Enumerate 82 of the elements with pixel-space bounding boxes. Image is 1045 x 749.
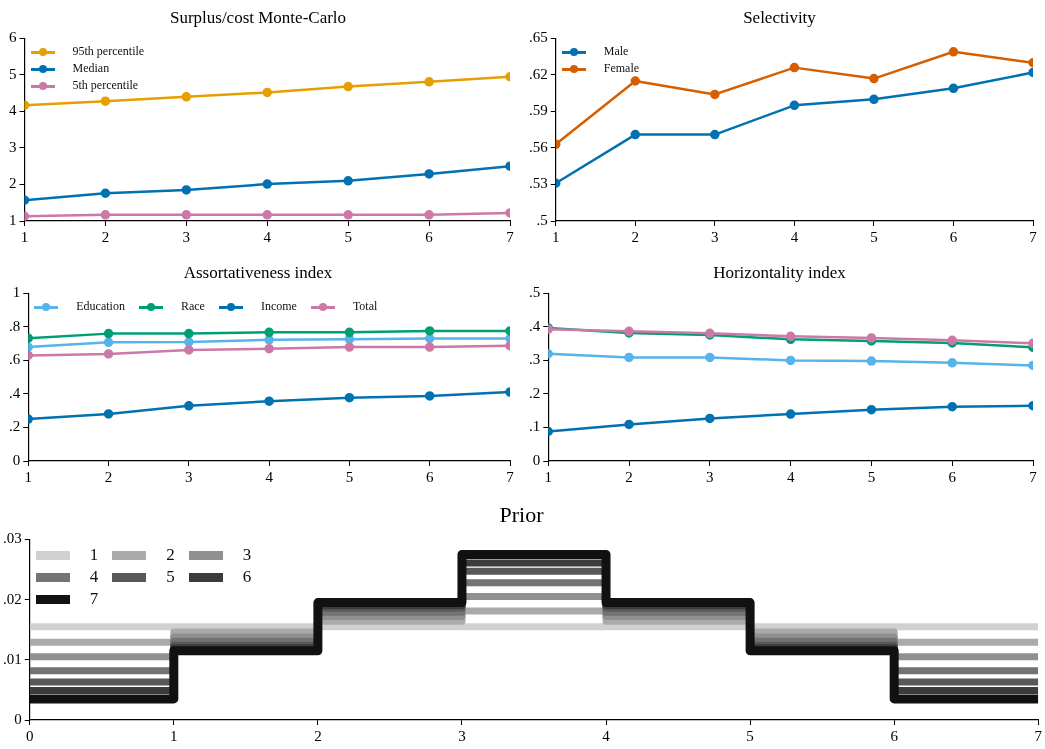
chart-title: Assortativeness index (183, 262, 333, 282)
y-tick-label: .02 (3, 590, 22, 607)
x-tick-label: 2 (625, 468, 633, 485)
y-tick-label: .5 (529, 284, 541, 301)
y-tick-label: .65 (529, 29, 548, 46)
y-tick-label: 1 (9, 211, 17, 228)
chart-title: Selectivity (743, 7, 817, 27)
y-tick-label: 0 (532, 451, 541, 468)
legend-label: 2 (166, 545, 175, 566)
legend-label: Total (352, 299, 378, 315)
x-tick-label: 5 (867, 468, 876, 485)
x-tick-label: 7 (506, 228, 515, 245)
legend-label: Male (603, 44, 629, 60)
y-tick-label: .2 (529, 384, 541, 401)
y-tick-label: .4 (9, 384, 21, 401)
x-tick-label: 7 (506, 468, 515, 485)
legend-label: 4 (89, 567, 99, 588)
y-tick-label: 2 (9, 175, 17, 192)
legend-label: Median (72, 61, 110, 77)
x-tick-label: 4 (602, 727, 611, 744)
x-tick-label: 2 (101, 228, 110, 245)
x-tick-label: 5 (870, 228, 878, 245)
y-tick-label: .8 (9, 317, 21, 334)
y-tick-label: .59 (529, 102, 548, 119)
legend-label: 5th percentile (72, 78, 139, 94)
x-tick-label: 6 (948, 468, 957, 485)
x-tick-label: 3 (706, 468, 714, 485)
x-tick-label: 6 (890, 727, 899, 744)
x-tick-label: 3 (458, 727, 466, 744)
y-tick-label: 0 (14, 710, 22, 727)
x-tick-label: 4 (786, 468, 795, 485)
y-tick-label: .4 (529, 317, 541, 334)
y-tick-label: 6 (9, 29, 17, 46)
x-tick-label: 5 (345, 468, 354, 485)
legend-label: Female (603, 61, 640, 77)
legend-label: 6 (242, 567, 252, 588)
x-tick-label: 6 (425, 228, 434, 245)
x-tick-label: 3 (182, 228, 191, 245)
y-tick-label: .2 (9, 418, 21, 435)
y-tick-label: .03 (3, 530, 22, 547)
x-tick-label: 4 (790, 228, 799, 245)
x-tick-label: 4 (263, 228, 272, 245)
y-tick-label: 1 (12, 284, 21, 301)
y-tick-label: 0 (12, 451, 21, 468)
legend-label: Income (260, 299, 297, 315)
x-tick-label: 6 (425, 468, 434, 485)
x-tick-label: 7 (1034, 727, 1043, 744)
chart-title: Prior (499, 501, 545, 527)
legend-label: 5 (166, 567, 175, 588)
y-tick-label: .5 (536, 211, 548, 228)
x-tick-label: 4 (265, 468, 274, 485)
x-tick-label: 2 (104, 468, 113, 485)
y-tick-label: .01 (3, 650, 22, 667)
x-tick-label: 1 (170, 727, 178, 744)
legend-label: Race (180, 299, 205, 315)
y-tick-label: .1 (529, 418, 541, 435)
x-tick-label: 6 (949, 228, 958, 245)
legend-label: 95th percentile (72, 44, 145, 60)
chart-title: Horizontality index (713, 262, 847, 282)
legend-label: Education (76, 299, 125, 315)
legend-label: 7 (89, 589, 99, 610)
legend-label: 1 (89, 545, 99, 566)
y-tick-label: 4 (9, 102, 17, 119)
y-tick-label: .3 (529, 351, 541, 368)
x-tick-label: 5 (344, 228, 352, 245)
y-tick-label: .56 (529, 138, 549, 155)
y-tick-label: .6 (9, 351, 21, 368)
x-tick-label: 3 (185, 468, 193, 485)
x-tick-label: 2 (314, 727, 322, 744)
x-tick-label: 7 (1029, 468, 1038, 485)
y-tick-label: .53 (529, 175, 548, 192)
y-tick-label: 5 (9, 65, 17, 82)
x-tick-label: 5 (746, 727, 754, 744)
x-tick-label: 7 (1029, 228, 1038, 245)
x-tick-label: 1 (552, 228, 560, 245)
chart-title: Surplus/cost Monte-Carlo (169, 7, 347, 27)
y-tick-label: .62 (529, 65, 548, 82)
x-tick-label: 0 (26, 727, 34, 744)
y-tick-label: 3 (9, 138, 17, 155)
x-tick-label: 3 (711, 228, 719, 245)
x-tick-label: 2 (631, 228, 640, 245)
legend-label: 3 (242, 545, 252, 566)
